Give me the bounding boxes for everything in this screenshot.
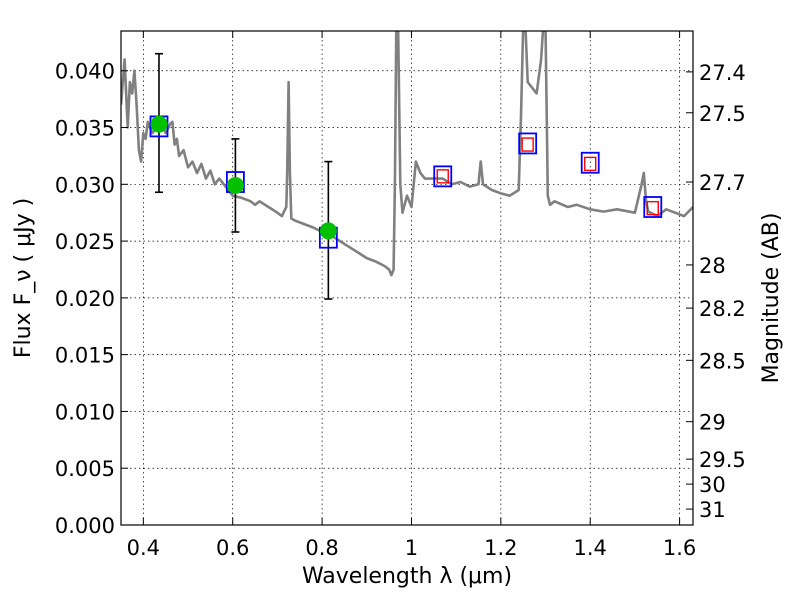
- observed-limit-square: [436, 169, 449, 184]
- y-tick-label: 0.030: [55, 173, 115, 197]
- y-tick-label: 0.015: [55, 344, 115, 368]
- mag-tick-label: 29: [699, 411, 726, 435]
- grid: [121, 31, 693, 526]
- mag-tick-label: 27.4: [699, 61, 746, 85]
- model-photometry-square: [433, 165, 453, 188]
- x-tick-label: 0.6: [216, 536, 249, 560]
- observed-flux-point: [150, 115, 168, 133]
- y-tick-label: 0.040: [55, 60, 115, 84]
- mag-tick-label: 30: [699, 473, 726, 497]
- y-tick-label: 0.020: [55, 287, 115, 311]
- observed-limit-square: [521, 137, 534, 152]
- y-tick-label: 0.035: [55, 117, 115, 141]
- observed-flux-point: [319, 222, 337, 240]
- x-tick-label: 0.4: [127, 536, 160, 560]
- y-tick-label: 0.005: [55, 457, 115, 481]
- model-photometry-square: [580, 151, 600, 174]
- observed-flux-point: [226, 176, 244, 194]
- observed-limit-square: [646, 200, 659, 216]
- mag-tick-label: 31: [699, 498, 726, 522]
- x-tick-label: 1: [405, 536, 418, 560]
- mag-tick-label: 28.5: [699, 349, 746, 373]
- plot-frame: [120, 30, 694, 526]
- x-axis-label: Wavelength λ (μm): [302, 564, 512, 589]
- y2-axis-label: Magnitude (AB): [759, 213, 784, 384]
- x-tick-label: 1.6: [663, 536, 696, 560]
- mag-tick-label: 28: [699, 254, 726, 278]
- y-tick-label: 0.025: [55, 230, 115, 254]
- plot-area: [121, 31, 693, 300]
- model-photometry-square: [518, 132, 538, 155]
- model-photometry-square: [643, 196, 663, 218]
- y-axis-label: Flux F_ν ( μJy ): [11, 198, 36, 358]
- mag-tick-label: 27.7: [699, 171, 746, 195]
- mag-tick-label: 28.2: [699, 297, 746, 321]
- model-spectrum-line: [121, 31, 693, 277]
- y-tick-label: 0.010: [55, 400, 115, 424]
- mag-tick-label: 29.5: [699, 448, 746, 472]
- y-tick-label: 0.000: [55, 514, 115, 538]
- mag-tick-label: 27.5: [699, 102, 746, 126]
- x-tick-label: 1.2: [484, 536, 517, 560]
- x-tick-label: 0.8: [305, 536, 338, 560]
- x-tick-label: 1.4: [574, 536, 607, 560]
- observed-limit-square: [584, 156, 597, 172]
- axes-ticks: 0.4 0.6 0.8 1 1.2 1.4 1.6 0.000 0.005 0.010 0.015 0…: [55, 31, 746, 560]
